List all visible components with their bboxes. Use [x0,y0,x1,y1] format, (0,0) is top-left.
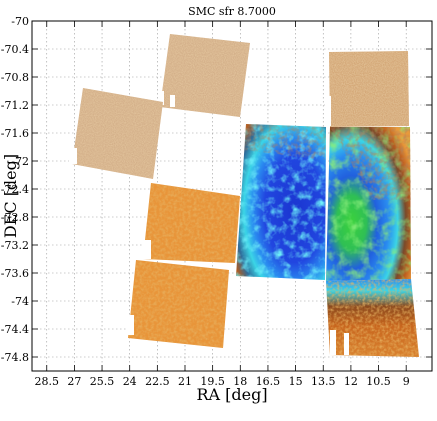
x-tick-label: 25.5 [90,375,115,388]
field-northeast [325,51,409,127]
field-wing-south [326,279,419,357]
field-southwest [126,260,229,348]
y-axis-title: DEC [deg] [1,154,20,238]
plot-frame [31,20,433,372]
x-tick-label: 10.5 [366,375,391,388]
field-bar-west [236,124,326,280]
x-tick-label: 15 [289,375,303,388]
y-tick-label: -71.6 [1,127,29,140]
y-tick-label: -73.2 [1,239,29,252]
y-tick-label: -73.6 [1,267,29,280]
x-tick-label: 9 [403,375,410,388]
x-tick-label: 21 [178,375,192,388]
field-north [158,34,250,117]
x-tick-label: 13.5 [311,375,336,388]
y-tick-label: -72.4 [1,183,29,196]
x-tick-label: 19.5 [200,375,225,388]
x-tick-label: 12 [344,375,358,388]
y-tick-label: -74.4 [1,323,29,336]
y-tick-label: -71.2 [1,99,29,112]
y-tick-label: -70 [11,15,29,28]
chart-title: SMC sfr 8.7000 [188,5,276,18]
y-axis: -70 -70.4 -70.8 -71.2 -71.6 -72 -72.4 -72.8 -73.… [1,15,432,364]
y-tick-label: -74 [11,295,29,308]
x-axis-title: RA [deg] [196,385,267,404]
x-tick-label: 27 [67,375,81,388]
x-tick-label: 18 [233,375,247,388]
x-tick-label: 22.5 [145,375,170,388]
y-tick-label: -72.8 [1,211,29,224]
x-tick-label: 24 [123,375,137,388]
field-west-center [143,183,240,263]
field-bar-east [326,127,411,281]
x-axis: 28.5 27 25.5 24 22.5 21 19.5 18 16.5 15 13.5 12 10.5… [34,21,410,388]
y-tick-label: -74.8 [1,351,29,364]
x-tick-label: 28.5 [34,375,59,388]
y-tick-label: -70.8 [1,71,29,84]
x-tick-label: 16.5 [256,375,281,388]
fields-layer [69,34,419,357]
y-tick-label: -70.4 [1,43,29,56]
y-tick-label: -72 [11,155,29,168]
field-northwest [69,88,163,179]
